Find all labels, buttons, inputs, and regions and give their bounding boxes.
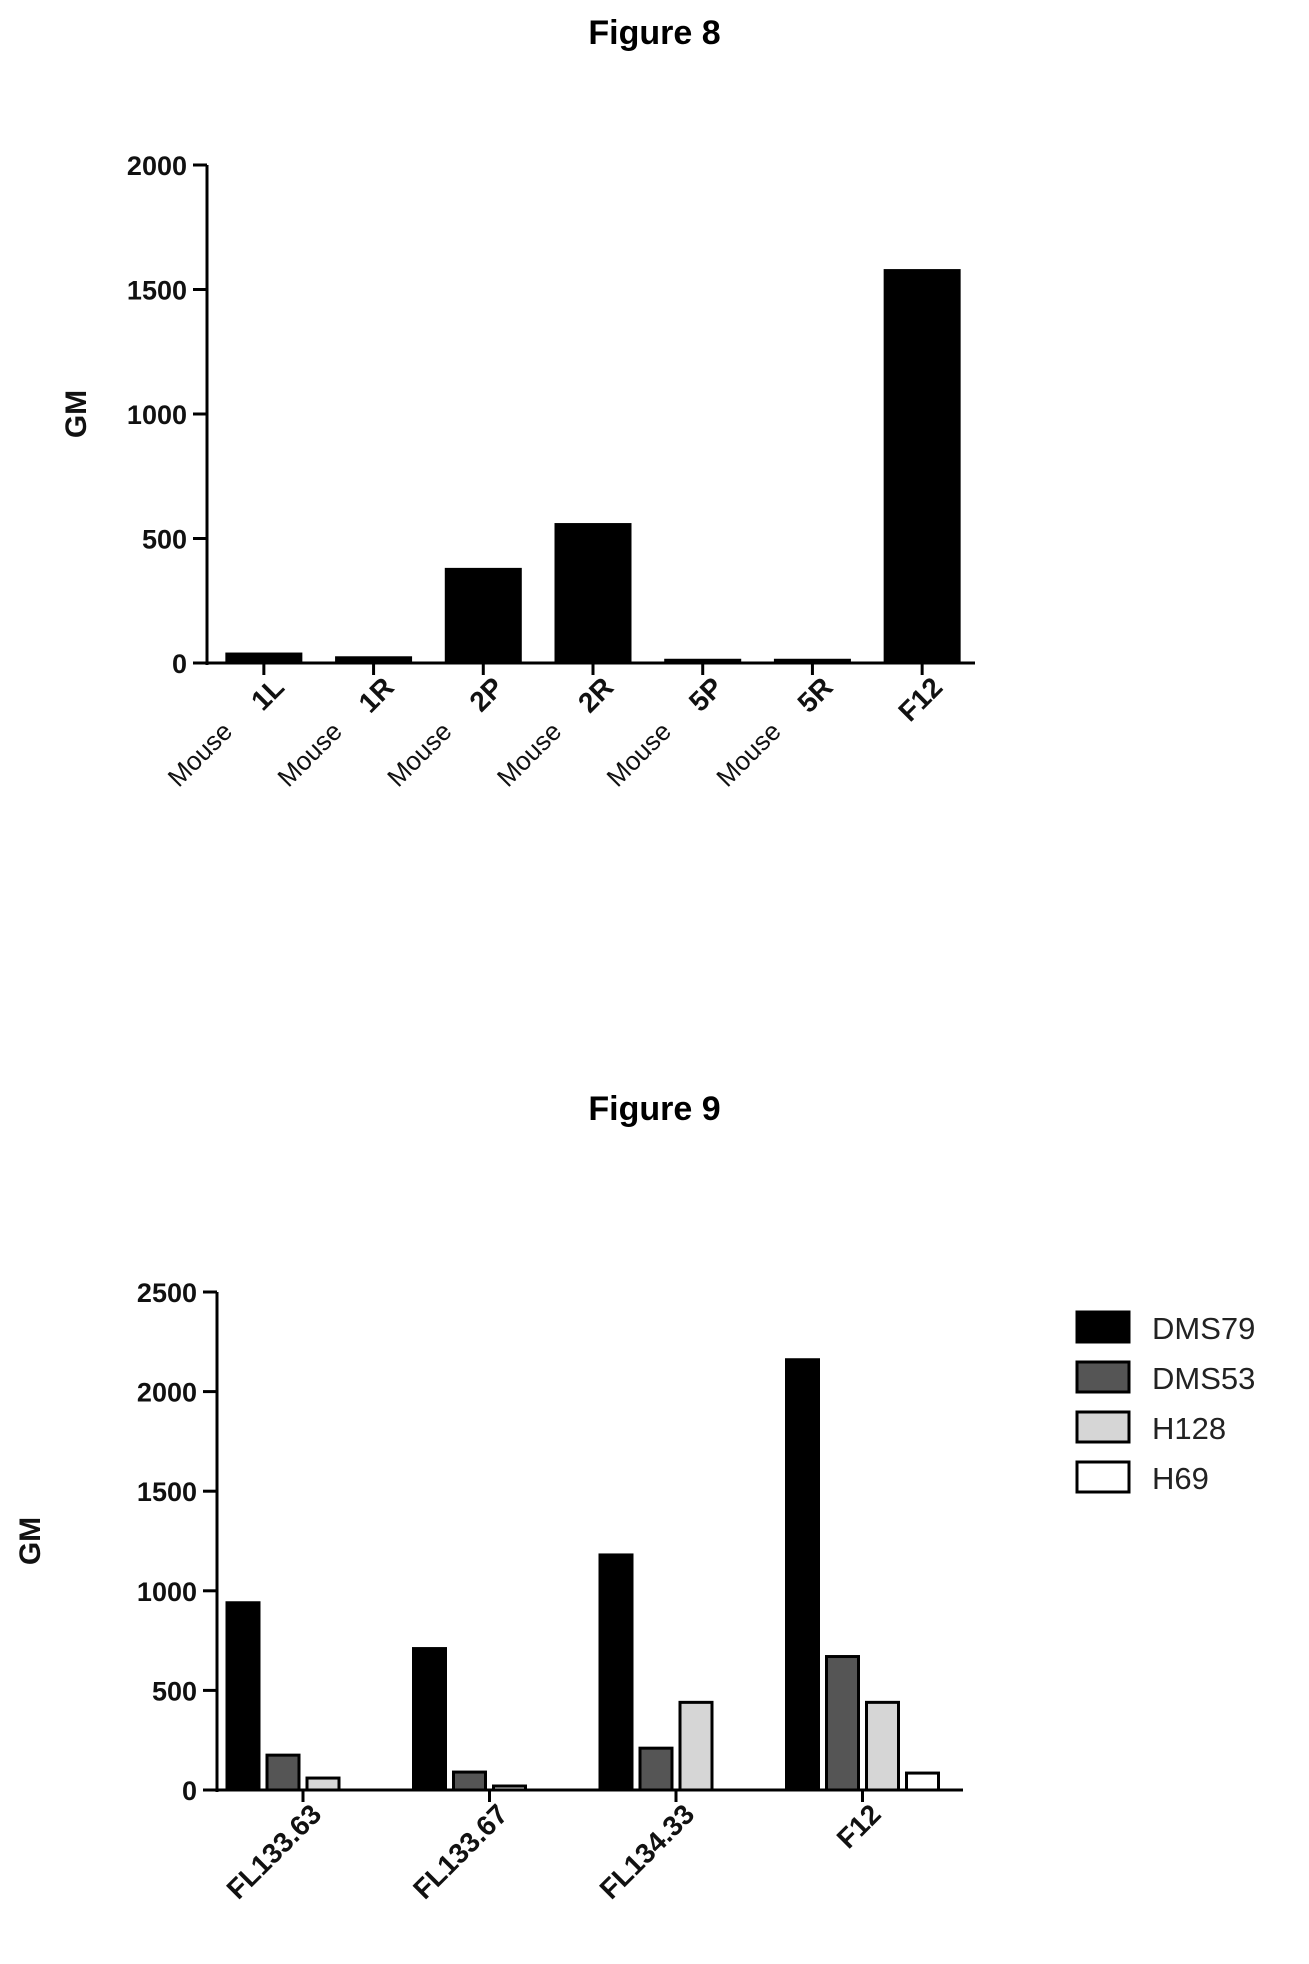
bar-mouse-1r bbox=[335, 656, 413, 664]
y-tick-label-500: 500 bbox=[152, 1676, 197, 1706]
y-tick-label-2000: 2000 bbox=[127, 151, 187, 181]
y-tick-label-500: 500 bbox=[142, 525, 187, 555]
bar-fl133-63-h128 bbox=[305, 1776, 341, 1792]
bar-fl133-67-dms53 bbox=[452, 1770, 487, 1792]
x-tick-prefix-5p: Mouse bbox=[601, 716, 677, 792]
legend-label-h69: H69 bbox=[1152, 1461, 1209, 1496]
y-tick-label-0: 0 bbox=[172, 649, 187, 679]
x-tick-label-1l: 1L bbox=[245, 671, 290, 716]
figure-9-title: Figure 9 bbox=[588, 1090, 721, 1128]
bar-mouse-2p bbox=[444, 567, 522, 664]
legend-label-dms79: DMS79 bbox=[1152, 1311, 1255, 1346]
bar-fl134-33-h128 bbox=[678, 1700, 714, 1792]
y-tick-label-1500: 1500 bbox=[127, 276, 187, 306]
x-tick-label-f12: F12 bbox=[831, 1798, 887, 1854]
legend-label-h128: H128 bbox=[1152, 1411, 1226, 1446]
x-tick-label-fl133-67: FL133.67 bbox=[407, 1798, 514, 1905]
bar-f12-h128 bbox=[865, 1700, 900, 1792]
figure-8-title: Figure 8 bbox=[588, 14, 721, 52]
y-tick-label-1500: 1500 bbox=[137, 1477, 197, 1507]
y-tick-label-0: 0 bbox=[182, 1776, 197, 1806]
x-tick-label-fl133-63: FL133.63 bbox=[221, 1798, 328, 1905]
bar-fl133-67-dms79 bbox=[412, 1647, 447, 1792]
bar-f12-dms53 bbox=[825, 1655, 860, 1792]
bar-fl133-63-dms53 bbox=[265, 1753, 301, 1792]
y-tick-label-2500: 2500 bbox=[137, 1278, 197, 1308]
bar-mouse-1l bbox=[225, 652, 303, 664]
bar-fl134-33-dms53 bbox=[638, 1746, 674, 1792]
bar-fl133-63-dms79 bbox=[225, 1601, 261, 1792]
legend-swatch-dms53 bbox=[1075, 1360, 1131, 1394]
x-tick-prefix-2p: Mouse bbox=[381, 716, 457, 792]
x-tick-prefix-2r: Mouse bbox=[491, 716, 567, 792]
legend-swatch-h69 bbox=[1075, 1460, 1131, 1494]
legend-swatch-h128 bbox=[1075, 1410, 1131, 1444]
y-axis-label: GM bbox=[60, 390, 93, 438]
x-tick-label-f12: F12 bbox=[892, 671, 948, 727]
figure-8-chart: 0500100015002000GM1LMouse1RMouse2PMouse2… bbox=[60, 151, 975, 792]
bar-mouse-2r bbox=[554, 523, 632, 664]
figure-9-chart: 0 500 1000 1500 2000 2500 GM FL133.63 FL133.67 FL… bbox=[14, 1278, 1255, 1905]
bar-mouse-5r bbox=[773, 658, 851, 664]
x-tick-label-fl134-33: FL134.33 bbox=[594, 1798, 701, 1905]
y-axis-label: GM bbox=[14, 1517, 47, 1565]
x-tick-prefix-1r: Mouse bbox=[271, 716, 347, 792]
y-tick-label-2000: 2000 bbox=[137, 1378, 197, 1408]
x-tick-label-1r: 1R bbox=[353, 671, 400, 718]
x-tick-label-2p: 2P bbox=[463, 671, 509, 717]
y-tick-label-1000: 1000 bbox=[127, 400, 187, 430]
legend-swatch-dms79 bbox=[1075, 1310, 1131, 1344]
x-tick-prefix-5r: Mouse bbox=[710, 716, 786, 792]
bar-f12-h69 bbox=[905, 1771, 940, 1792]
bar-fl134-33-dms79 bbox=[598, 1553, 634, 1792]
bar-f12 bbox=[883, 269, 961, 664]
bar-mouse-5p bbox=[664, 658, 742, 664]
y-tick-label-1000: 1000 bbox=[137, 1577, 197, 1607]
x-tick-label-5r: 5R bbox=[791, 671, 838, 718]
x-tick-prefix-1l: Mouse bbox=[162, 716, 238, 792]
x-tick-label-2r: 2R bbox=[572, 671, 619, 718]
x-tick-label-5p: 5P bbox=[683, 671, 729, 717]
legend: DMS79 DMS53 H128 H69 bbox=[1075, 1310, 1255, 1496]
bar-f12-dms79 bbox=[785, 1358, 820, 1792]
bar-fl133-67-h128 bbox=[492, 1784, 527, 1792]
legend-label-dms53: DMS53 bbox=[1152, 1361, 1255, 1396]
